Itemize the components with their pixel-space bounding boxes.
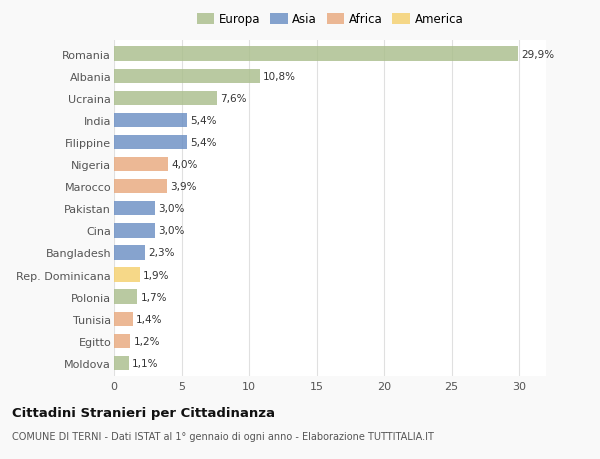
Text: 1,4%: 1,4% <box>136 314 163 324</box>
Bar <box>114 312 133 326</box>
Text: 2,3%: 2,3% <box>148 248 175 258</box>
Bar <box>114 157 168 172</box>
Text: 1,9%: 1,9% <box>143 270 170 280</box>
Bar <box>114 202 155 216</box>
Bar <box>114 135 187 150</box>
Text: 29,9%: 29,9% <box>521 50 554 60</box>
Bar <box>114 91 217 106</box>
Bar <box>114 334 130 348</box>
Text: 3,9%: 3,9% <box>170 182 197 192</box>
Bar <box>114 113 187 128</box>
Bar <box>114 224 155 238</box>
Text: 4,0%: 4,0% <box>172 160 198 170</box>
Bar <box>114 179 167 194</box>
Bar <box>114 268 140 282</box>
Text: 10,8%: 10,8% <box>263 72 296 82</box>
Text: Cittadini Stranieri per Cittadinanza: Cittadini Stranieri per Cittadinanza <box>12 406 275 419</box>
Bar <box>114 69 260 84</box>
Bar <box>114 47 518 62</box>
Text: 3,0%: 3,0% <box>158 204 184 214</box>
Bar <box>114 290 137 304</box>
Text: 1,1%: 1,1% <box>132 358 159 368</box>
Text: 1,2%: 1,2% <box>134 336 160 346</box>
Text: 5,4%: 5,4% <box>190 138 217 148</box>
Text: 5,4%: 5,4% <box>190 116 217 126</box>
Bar <box>114 246 145 260</box>
Bar <box>114 356 129 370</box>
Text: 1,7%: 1,7% <box>140 292 167 302</box>
Text: 7,6%: 7,6% <box>220 94 247 104</box>
Text: COMUNE DI TERNI - Dati ISTAT al 1° gennaio di ogni anno - Elaborazione TUTTITALI: COMUNE DI TERNI - Dati ISTAT al 1° genna… <box>12 431 434 442</box>
Text: 3,0%: 3,0% <box>158 226 184 236</box>
Legend: Europa, Asia, Africa, America: Europa, Asia, Africa, America <box>194 11 466 29</box>
